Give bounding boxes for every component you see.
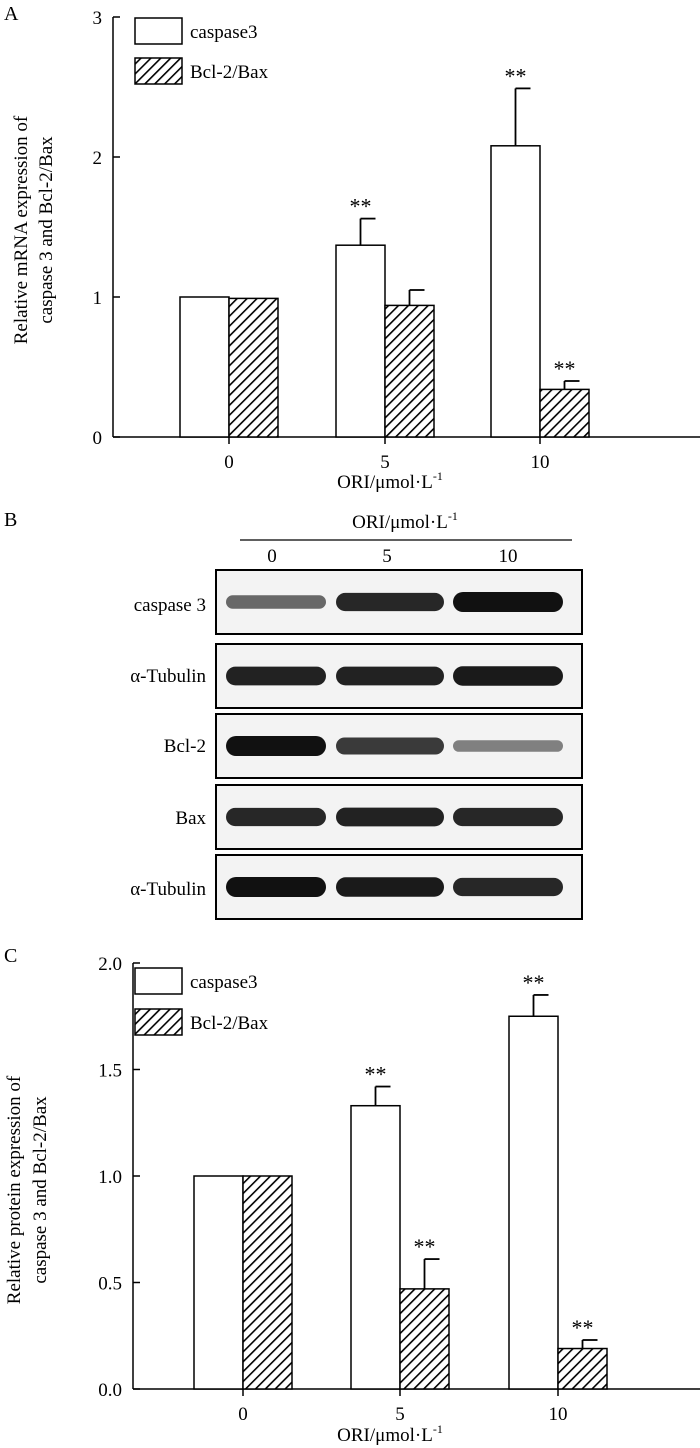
bar-caspase3 <box>179 296 230 438</box>
blot-band <box>453 666 563 686</box>
chart-a-xlabel: ORI/μmol·L-1 <box>337 469 443 493</box>
western-blot: ORI/μmol·L-1 0 5 10 caspase 3 α-Tubulin … <box>130 509 583 920</box>
y-tick-label: 0.0 <box>98 1380 122 1401</box>
bar-bcl2-bax <box>384 304 435 438</box>
blot-band <box>453 807 563 827</box>
panel-c-label: C <box>4 945 17 967</box>
chart-c: Relative protein expression of caspase 3… <box>4 954 700 1446</box>
bar-caspase3 <box>335 244 386 438</box>
bar-caspase3 <box>193 1175 244 1390</box>
y-tick-label: 2.0 <box>98 954 122 975</box>
blot-header: ORI/μmol·L-1 <box>352 509 458 533</box>
blot-band <box>453 740 563 752</box>
y-tick-label: 1.0 <box>98 1167 122 1188</box>
bar-bcl2-bax <box>539 388 590 438</box>
significance-mark: ** <box>523 970 545 995</box>
chart-a: Relative mRNA expression of caspase 3 an… <box>11 8 700 493</box>
bar-bcl2-bax <box>399 1288 450 1390</box>
blot-band <box>336 807 444 827</box>
bar-caspase3 <box>508 1015 559 1390</box>
blot-lane-label: 5 <box>382 546 392 567</box>
blot-band <box>453 592 563 612</box>
y-tick-label: 1.5 <box>98 1061 122 1082</box>
legend-swatch-caspase3 <box>134 17 183 45</box>
legend-label: Bcl-2/Bax <box>190 1013 269 1034</box>
bar-bcl2-bax <box>242 1175 293 1390</box>
legend-label: caspase3 <box>190 972 258 993</box>
x-tick-label: 5 <box>395 1404 405 1425</box>
legend-swatch-bcl2-bax <box>134 57 183 85</box>
legend-label: Bcl-2/Bax <box>190 62 269 83</box>
blot-row-label: caspase 3 <box>134 595 206 616</box>
x-tick-label: 10 <box>531 452 550 473</box>
legend-label: caspase3 <box>190 22 258 43</box>
blot-row-label: Bax <box>175 808 206 829</box>
blot-band <box>226 807 326 827</box>
chart-c-xlabel: ORI/μmol·L-1 <box>337 1422 443 1446</box>
y-tick-label: 1 <box>93 288 103 309</box>
significance-mark: ** <box>414 1234 436 1259</box>
panel-a-label: A <box>4 3 19 25</box>
blot-band <box>226 736 326 756</box>
significance-mark: ** <box>505 63 527 88</box>
chart-c-ylabel-line2: caspase 3 and Bcl-2/Bax <box>30 1096 51 1284</box>
bar-caspase3 <box>350 1104 401 1390</box>
blot-band <box>453 877 563 897</box>
blot-band <box>226 666 326 686</box>
significance-mark: ** <box>572 1315 594 1340</box>
y-tick-label: 2 <box>93 148 103 169</box>
bar-bcl2-bax <box>557 1347 608 1390</box>
legend-swatch-bcl2-bax <box>134 1008 183 1036</box>
x-tick-label: 0 <box>224 452 234 473</box>
bar-bcl2-bax <box>228 297 279 438</box>
blot-band <box>336 877 444 897</box>
panel-b-label: B <box>4 509 17 531</box>
blot-row-label: Bcl-2 <box>164 736 206 757</box>
blot-row-label: α-Tubulin <box>130 666 206 687</box>
x-tick-label: 5 <box>380 452 390 473</box>
y-tick-label: 0 <box>93 428 103 449</box>
y-tick-label: 0.5 <box>98 1274 122 1295</box>
blot-band <box>226 877 326 897</box>
blot-band <box>336 592 444 612</box>
chart-a-ylabel-line1: Relative mRNA expression of <box>11 115 32 344</box>
blot-band <box>226 595 326 609</box>
blot-lane-label: 10 <box>499 546 518 567</box>
chart-c-ylabel-line1: Relative protein expression of <box>4 1075 25 1304</box>
y-tick-label: 3 <box>93 8 103 29</box>
blot-lane-label: 0 <box>267 546 277 567</box>
significance-mark: ** <box>365 1062 387 1087</box>
significance-mark: ** <box>554 356 576 381</box>
chart-a-ylabel-line2: caspase 3 and Bcl-2/Bax <box>36 136 57 324</box>
blot-band <box>336 666 444 686</box>
legend-swatch-caspase3 <box>134 967 183 995</box>
x-tick-label: 0 <box>238 1404 248 1425</box>
blot-row-label: α-Tubulin <box>130 879 206 900</box>
x-tick-label: 10 <box>549 1404 568 1425</box>
bar-caspase3 <box>490 145 541 438</box>
significance-mark: ** <box>350 194 372 219</box>
blot-band <box>336 737 444 755</box>
